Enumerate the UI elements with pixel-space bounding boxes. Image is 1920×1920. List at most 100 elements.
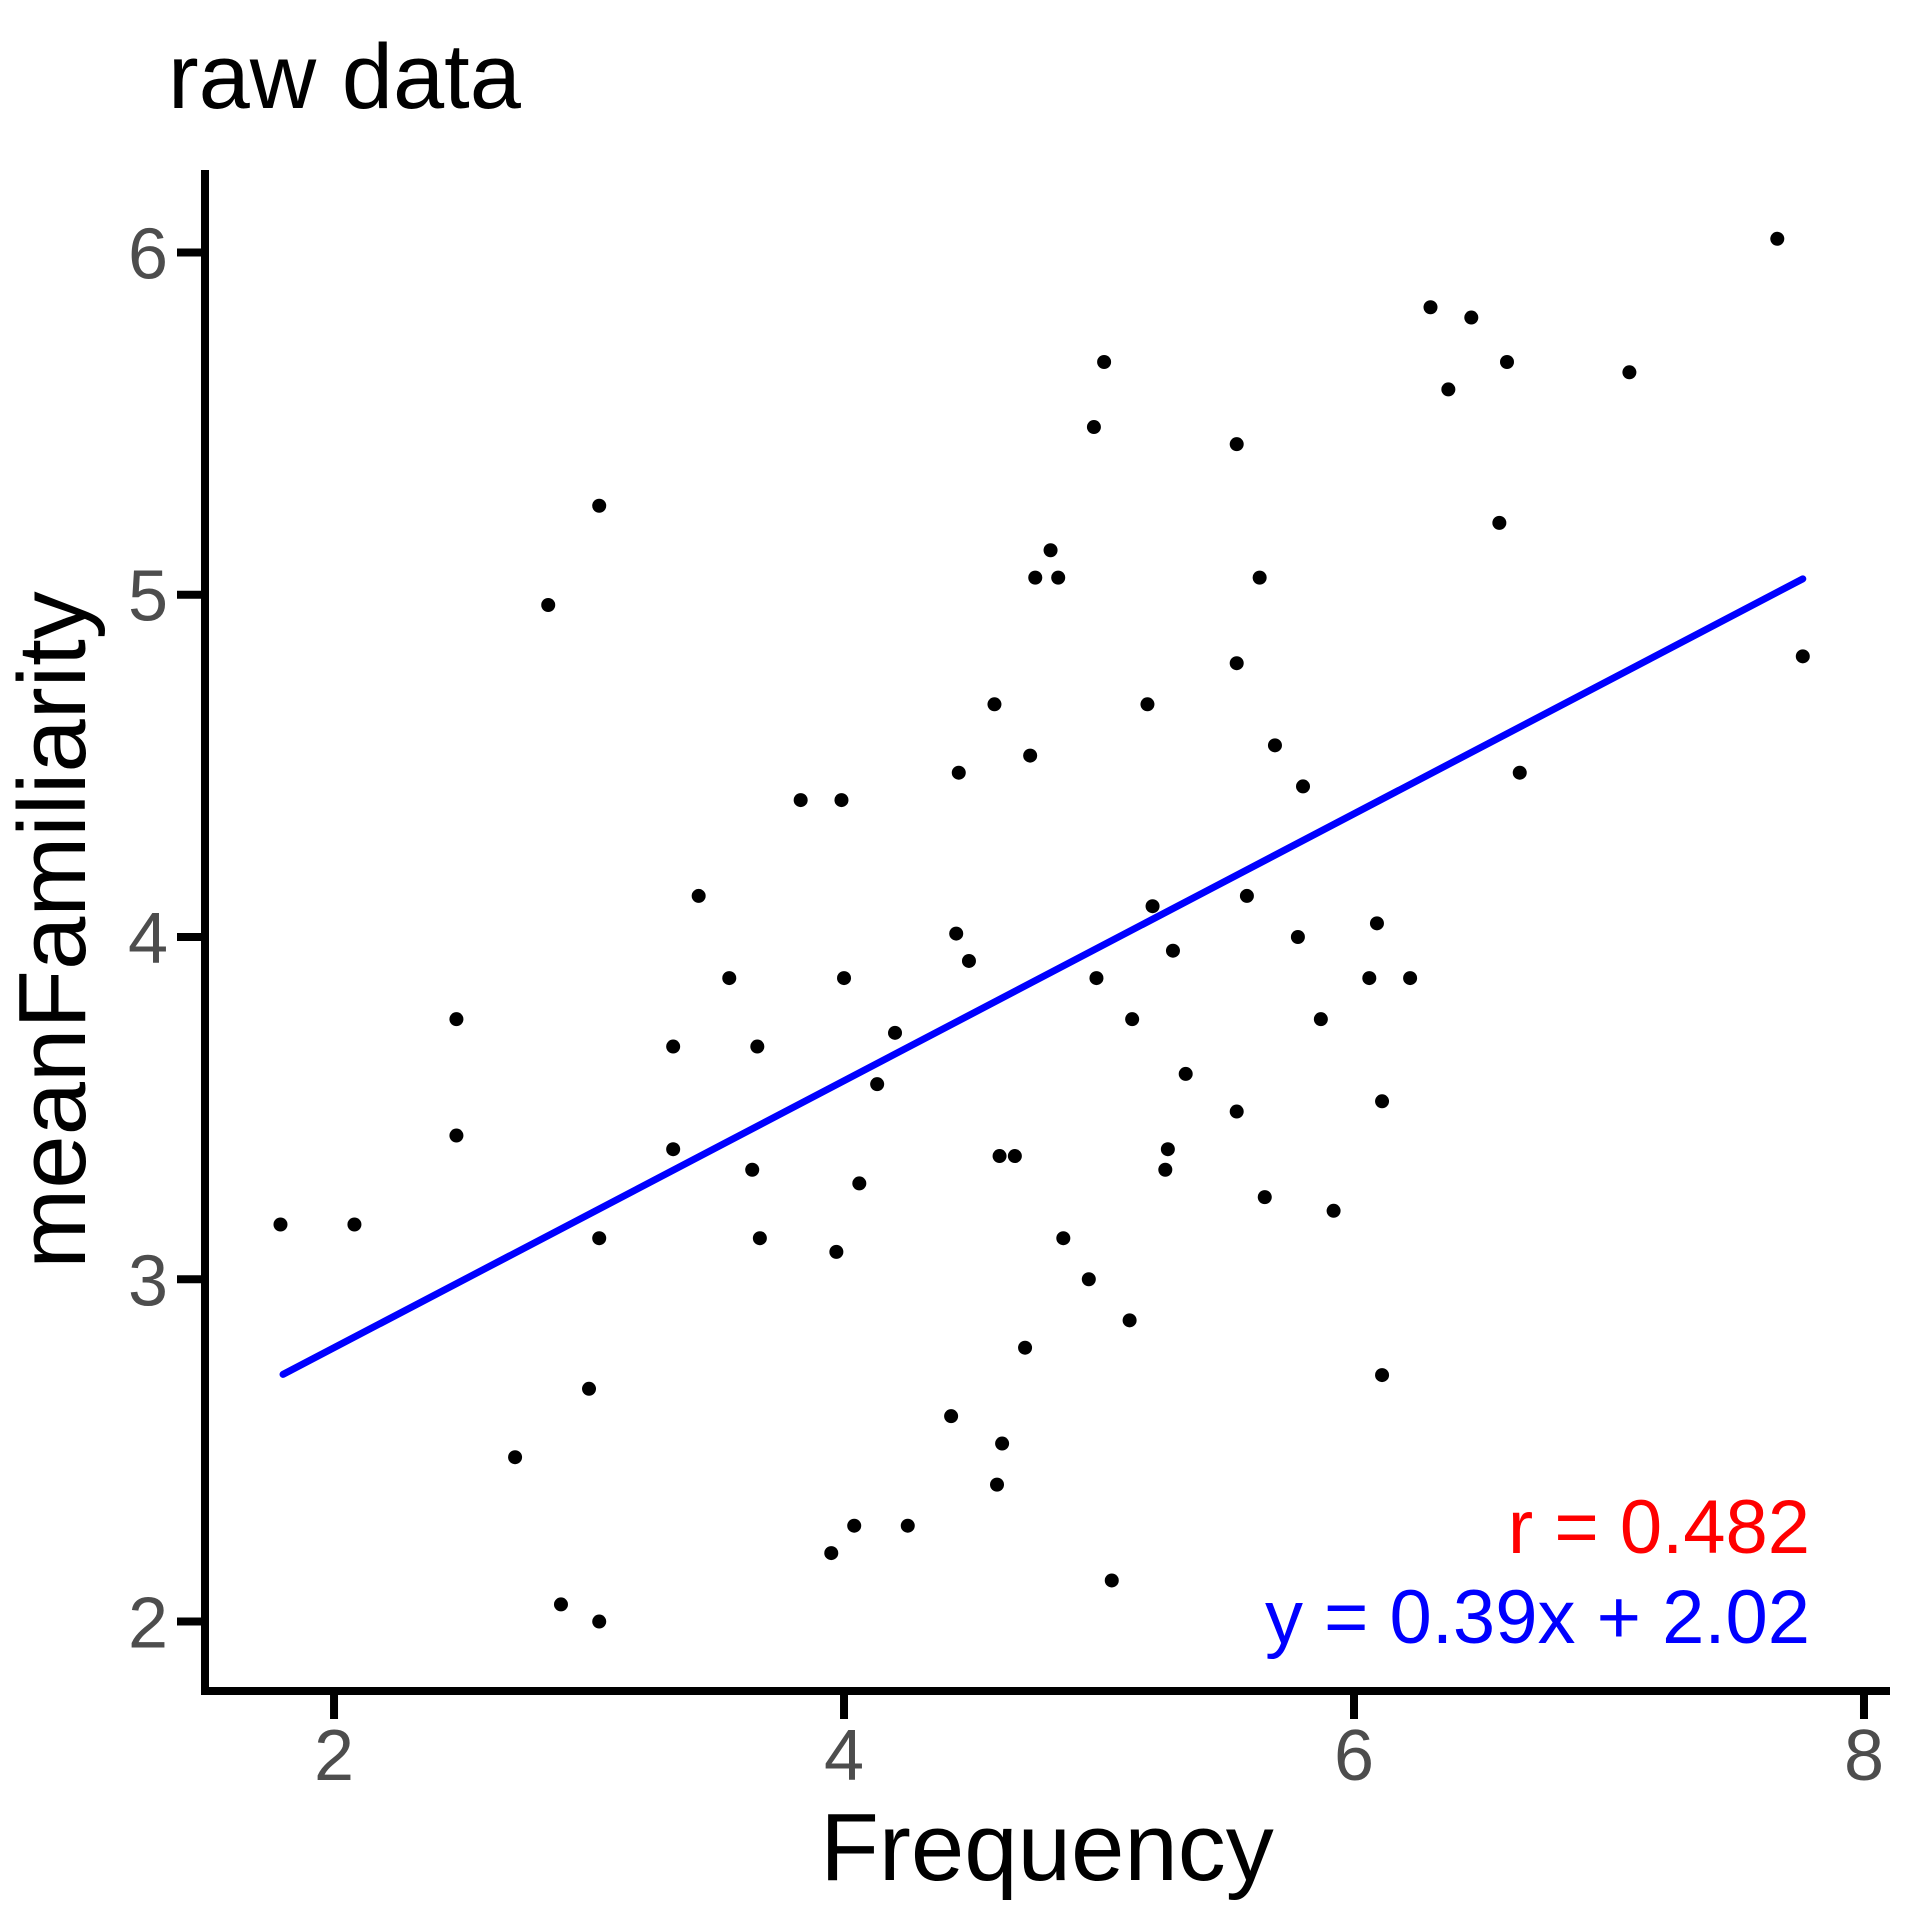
data-point (1267, 738, 1282, 753)
data-point (691, 888, 706, 903)
data-point (834, 793, 849, 808)
data-point (508, 1450, 523, 1465)
data-point (1018, 1340, 1033, 1355)
data-point (1104, 1573, 1119, 1588)
data-point (541, 598, 556, 613)
data-point (1369, 916, 1384, 931)
y-tick-label: 5 (128, 557, 168, 637)
data-point (750, 1039, 765, 1054)
data-point (1326, 1203, 1341, 1218)
data-point (847, 1518, 862, 1533)
data-point (1622, 365, 1637, 380)
data-point (1257, 1190, 1272, 1205)
data-point (1229, 656, 1244, 671)
data-point (1023, 748, 1038, 763)
data-point (1158, 1162, 1173, 1177)
data-point (1229, 437, 1244, 452)
y-tick-label: 4 (128, 899, 168, 979)
axis-spines (201, 170, 1890, 1695)
data-point (1125, 1012, 1140, 1027)
data-point (888, 1025, 903, 1040)
data-point (745, 1162, 760, 1177)
data-point (1028, 570, 1043, 585)
data-point (1239, 888, 1254, 903)
data-point (722, 971, 737, 986)
data-point (852, 1176, 867, 1191)
y-axis-title: meanFamiliarity (0, 591, 106, 1268)
axis-ticks (177, 248, 1868, 1719)
data-point (1229, 1104, 1244, 1119)
data-point (949, 926, 964, 941)
x-axis-title: Frequency (820, 1794, 1274, 1901)
data-point (1423, 300, 1438, 315)
y-tick-label: 3 (128, 1241, 168, 1321)
data-point (824, 1546, 839, 1561)
data-point (1122, 1313, 1137, 1328)
data-point (870, 1077, 885, 1092)
data-point (1081, 1272, 1096, 1287)
equation-annotation: y = 0.39x + 2.02 (1265, 1575, 1810, 1660)
regression-line (279, 575, 1807, 1378)
data-point (449, 1128, 464, 1143)
data-point (347, 1217, 362, 1232)
data-point (273, 1217, 288, 1232)
data-point (1441, 382, 1456, 397)
data-point (1362, 971, 1377, 986)
data-point (1086, 420, 1101, 435)
data-point (592, 1614, 607, 1629)
data-point (1512, 765, 1527, 780)
data-point (1492, 515, 1507, 530)
data-point (961, 953, 976, 968)
data-point (829, 1244, 844, 1259)
scatter-points (273, 231, 1810, 1629)
y-tick-label: 6 (128, 214, 168, 294)
data-point (1313, 1012, 1328, 1027)
data-point (995, 1436, 1010, 1451)
data-point (1403, 971, 1418, 986)
correlation-annotation: r = 0.482 (1508, 1485, 1810, 1570)
regression-line-segment (279, 575, 1807, 1378)
data-point (837, 971, 852, 986)
chart-title: raw data (168, 26, 522, 128)
data-point (1795, 649, 1810, 664)
x-tick-label: 4 (824, 1716, 864, 1796)
data-point (1089, 971, 1104, 986)
data-point (1464, 310, 1479, 325)
data-point (1252, 570, 1267, 585)
data-point (992, 1149, 1007, 1164)
data-point (1296, 779, 1311, 794)
data-point (1007, 1149, 1022, 1164)
data-point (1770, 231, 1785, 246)
data-point (793, 793, 808, 808)
x-tick-label: 8 (1844, 1716, 1884, 1796)
axis-tick-labels: 2 4 6 8 2 3 4 5 6 (128, 214, 1884, 1796)
data-point (1056, 1231, 1071, 1246)
data-point (944, 1409, 959, 1424)
data-point (900, 1518, 915, 1533)
data-point (1097, 355, 1112, 370)
y-tick-label: 2 (128, 1584, 168, 1664)
data-point (666, 1142, 681, 1157)
data-point (449, 1012, 464, 1027)
data-point (951, 765, 966, 780)
x-tick-label: 2 (314, 1716, 354, 1796)
data-point (1165, 943, 1180, 958)
data-point (752, 1231, 767, 1246)
data-point (1375, 1368, 1390, 1383)
data-point (1499, 355, 1514, 370)
data-point (553, 1597, 568, 1612)
data-point (582, 1381, 597, 1396)
data-point (1178, 1066, 1193, 1081)
data-point (592, 498, 607, 513)
data-point (666, 1039, 681, 1054)
data-point (1375, 1094, 1390, 1109)
data-point (1140, 697, 1155, 712)
data-point (987, 697, 1002, 712)
data-point (1160, 1142, 1175, 1157)
data-point (592, 1231, 607, 1246)
data-point (1043, 543, 1058, 558)
data-point (1290, 930, 1305, 945)
data-point (1051, 570, 1066, 585)
